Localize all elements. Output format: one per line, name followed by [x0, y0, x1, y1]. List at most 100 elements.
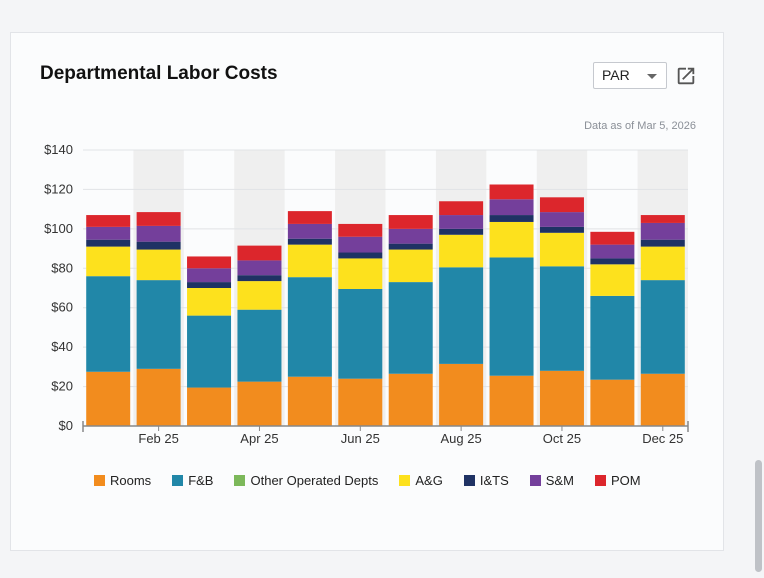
legend-swatch [529, 474, 541, 486]
bar-segment-f-b [439, 267, 484, 364]
bar-segment-pom [136, 212, 181, 226]
legend-swatch [94, 474, 105, 486]
bar-segment-i-ts [287, 238, 332, 245]
bar-segment-pom [539, 197, 584, 213]
caret-down-icon [647, 74, 657, 79]
bar-segment-f-b [136, 280, 181, 369]
data-as-of-label: Data as of Mar 5, 2026 [584, 120, 696, 132]
x-tick-label: Feb 25 [138, 431, 178, 446]
legend-swatch [463, 474, 475, 486]
bar-segment-pom [439, 201, 484, 216]
legend-label: A&G [415, 472, 443, 488]
bar-segment-s-m [86, 226, 131, 240]
bar-segment-f-b [338, 288, 383, 379]
legend-label: Other Operated Depts [250, 472, 379, 488]
legend-swatch [172, 474, 184, 486]
legend-label: POM [610, 472, 641, 488]
bar-segment-i-ts [187, 282, 232, 288]
bar-segment-rooms [86, 371, 131, 426]
x-tick-label: Apr 25 [240, 431, 278, 446]
bar-segment-s-m [439, 215, 484, 229]
y-tick-label: $20 [51, 379, 73, 394]
bar-segment-i-ts [640, 239, 685, 247]
bar-segment-rooms [489, 375, 534, 426]
bar-segment-s-m [489, 199, 534, 216]
x-tick-label: Aug 25 [441, 431, 482, 446]
x-tick-label: Oct 25 [543, 431, 581, 446]
bar-segment-rooms [287, 376, 332, 426]
legend-label: Rooms [110, 472, 152, 488]
bar-segment-a-g [287, 244, 332, 278]
bar-segment-rooms [237, 381, 282, 426]
bar-segment-pom [287, 211, 332, 224]
bar-segment-i-ts [539, 226, 584, 233]
bar-segment-f-b [388, 282, 433, 374]
bar-segment-i-ts [439, 228, 484, 235]
bar-segment-rooms [388, 373, 433, 426]
bar-segment-pom [388, 215, 433, 229]
bar-segment-a-g [640, 246, 685, 281]
legend-item[interactable]: POM [594, 472, 641, 488]
bar-segment-i-ts [136, 241, 181, 250]
legend-item[interactable]: I&TS [463, 472, 509, 488]
legend-label: I&TS [479, 472, 509, 488]
chart-legend: Rooms F&B Other Operated Depts A&G I&TS S&M PO… [94, 471, 662, 489]
bar-segment-f-b [187, 315, 232, 388]
legend-item[interactable]: F&B [172, 473, 213, 488]
bar-segment-pom [187, 256, 232, 269]
bar-segment-pom [338, 223, 383, 237]
bar-segment-s-m [590, 244, 635, 259]
legend-item[interactable]: Rooms [94, 473, 151, 488]
bar-segment-a-g [86, 246, 131, 277]
par-select-value: PAR [602, 67, 630, 83]
bar-segment-pom [640, 215, 685, 223]
bar-segment-rooms [338, 378, 383, 426]
bar-segment-a-g [237, 281, 282, 310]
legend-label: F&B [188, 472, 214, 488]
bar-segment-f-b [287, 277, 332, 377]
page-scrollbar[interactable] [755, 460, 762, 572]
legend-item[interactable]: A&G [399, 472, 443, 488]
bar-segment-i-ts [86, 239, 131, 247]
bar-segment-rooms [590, 379, 635, 426]
y-tick-label: $100 [44, 221, 73, 236]
bar-segment-rooms [439, 363, 484, 426]
bar-segment-s-m [187, 268, 232, 283]
legend-item[interactable]: Other Operated Depts [234, 473, 378, 488]
bar-segment-rooms [136, 368, 181, 426]
bar-segment-a-g [489, 221, 534, 258]
bar-segment-i-ts [590, 258, 635, 265]
bar-segment-f-b [86, 276, 131, 372]
bar-segment-a-g [136, 249, 181, 281]
bar-segment-i-ts [237, 275, 282, 282]
bar-segment-rooms [640, 373, 685, 426]
y-tick-label: $40 [51, 339, 73, 354]
bar-segment-a-g [539, 232, 584, 267]
x-tick-label: Jun 25 [341, 431, 380, 446]
y-tick-label: $0 [59, 418, 73, 433]
open-in-new-icon[interactable] [675, 65, 697, 87]
bar-segment-pom [489, 184, 534, 200]
bar-segment-rooms [187, 387, 232, 426]
bar-segment-a-g [590, 264, 635, 296]
x-tick-label: Dec 25 [642, 431, 683, 446]
legend-swatch [234, 474, 246, 486]
bar-segment-rooms [539, 370, 584, 426]
chart-title: Departmental Labor Costs [40, 63, 278, 84]
bar-segment-pom [590, 231, 635, 245]
bar-segment-f-b [640, 280, 685, 374]
bar-segment-f-b [539, 266, 584, 371]
bar-segment-s-m [640, 222, 685, 240]
y-tick-label: $120 [44, 181, 73, 196]
bar-segment-a-g [187, 288, 232, 316]
y-tick-label: $60 [51, 300, 73, 315]
y-tick-label: $140 [44, 142, 73, 157]
bar-segment-i-ts [338, 252, 383, 259]
par-select[interactable]: PAR [593, 62, 667, 89]
bar-segment-a-g [439, 234, 484, 268]
bar-segment-s-m [539, 212, 584, 227]
legend-item[interactable]: S&M [529, 473, 574, 488]
legend-swatch [594, 474, 606, 486]
bar-segment-i-ts [388, 243, 433, 250]
